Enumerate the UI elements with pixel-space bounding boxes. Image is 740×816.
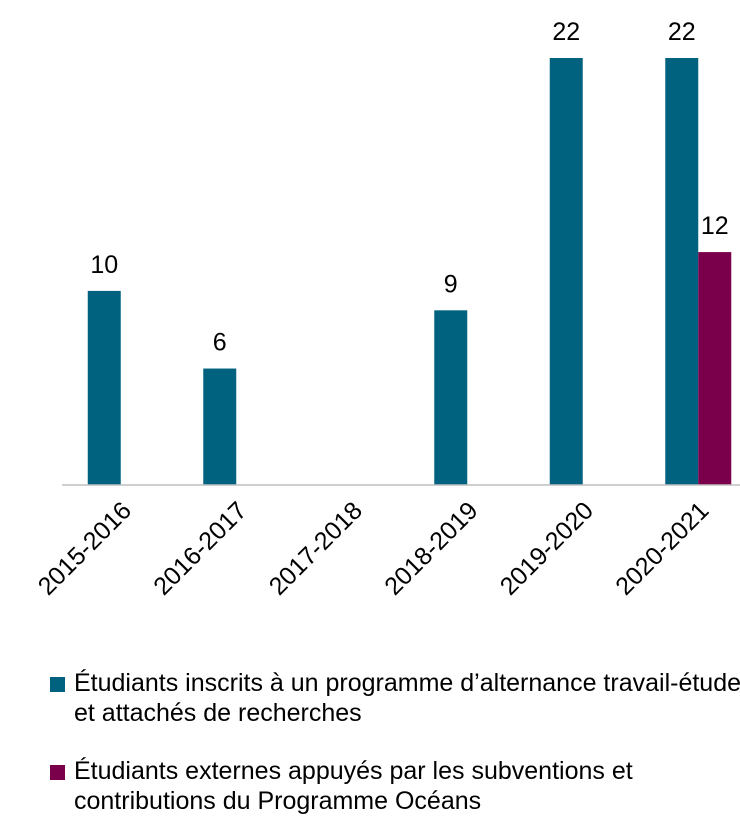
- legend-entry: Étudiants externes appuyés par les subve…: [50, 756, 740, 816]
- data-label: 12: [701, 212, 729, 240]
- x-tick-label: 2016-2017: [148, 496, 252, 600]
- x-tick-label: 2017-2018: [264, 496, 368, 600]
- bar: [434, 310, 468, 485]
- legend-entry: Étudiants inscrits à un programme d’alte…: [50, 668, 740, 728]
- legend-swatch: [50, 765, 65, 780]
- x-tick-label: 2015-2016: [33, 496, 137, 600]
- data-label: 10: [90, 251, 118, 279]
- bar: [87, 290, 121, 485]
- legend-label: Étudiants inscrits à un programme d’alte…: [74, 669, 740, 727]
- bar: [698, 252, 732, 485]
- data-label: 22: [552, 18, 580, 46]
- legend-swatch: [50, 677, 65, 692]
- legend-label: Étudiants externes appuyés par les subve…: [74, 757, 633, 815]
- data-label: 9: [444, 270, 458, 298]
- data-label: 22: [668, 18, 696, 46]
- data-label: 6: [213, 329, 227, 357]
- bar: [665, 58, 699, 485]
- x-tick-label: 2018-2019: [379, 496, 483, 600]
- x-tick-label: 2019-2020: [495, 496, 599, 600]
- chart: 10 2015-2016 6 2016-2017 2017-2018 9 2018-2019…: [33, 18, 740, 601]
- x-tick-label: 2020-2021: [610, 496, 714, 600]
- bar: [203, 368, 237, 485]
- bar: [549, 58, 583, 485]
